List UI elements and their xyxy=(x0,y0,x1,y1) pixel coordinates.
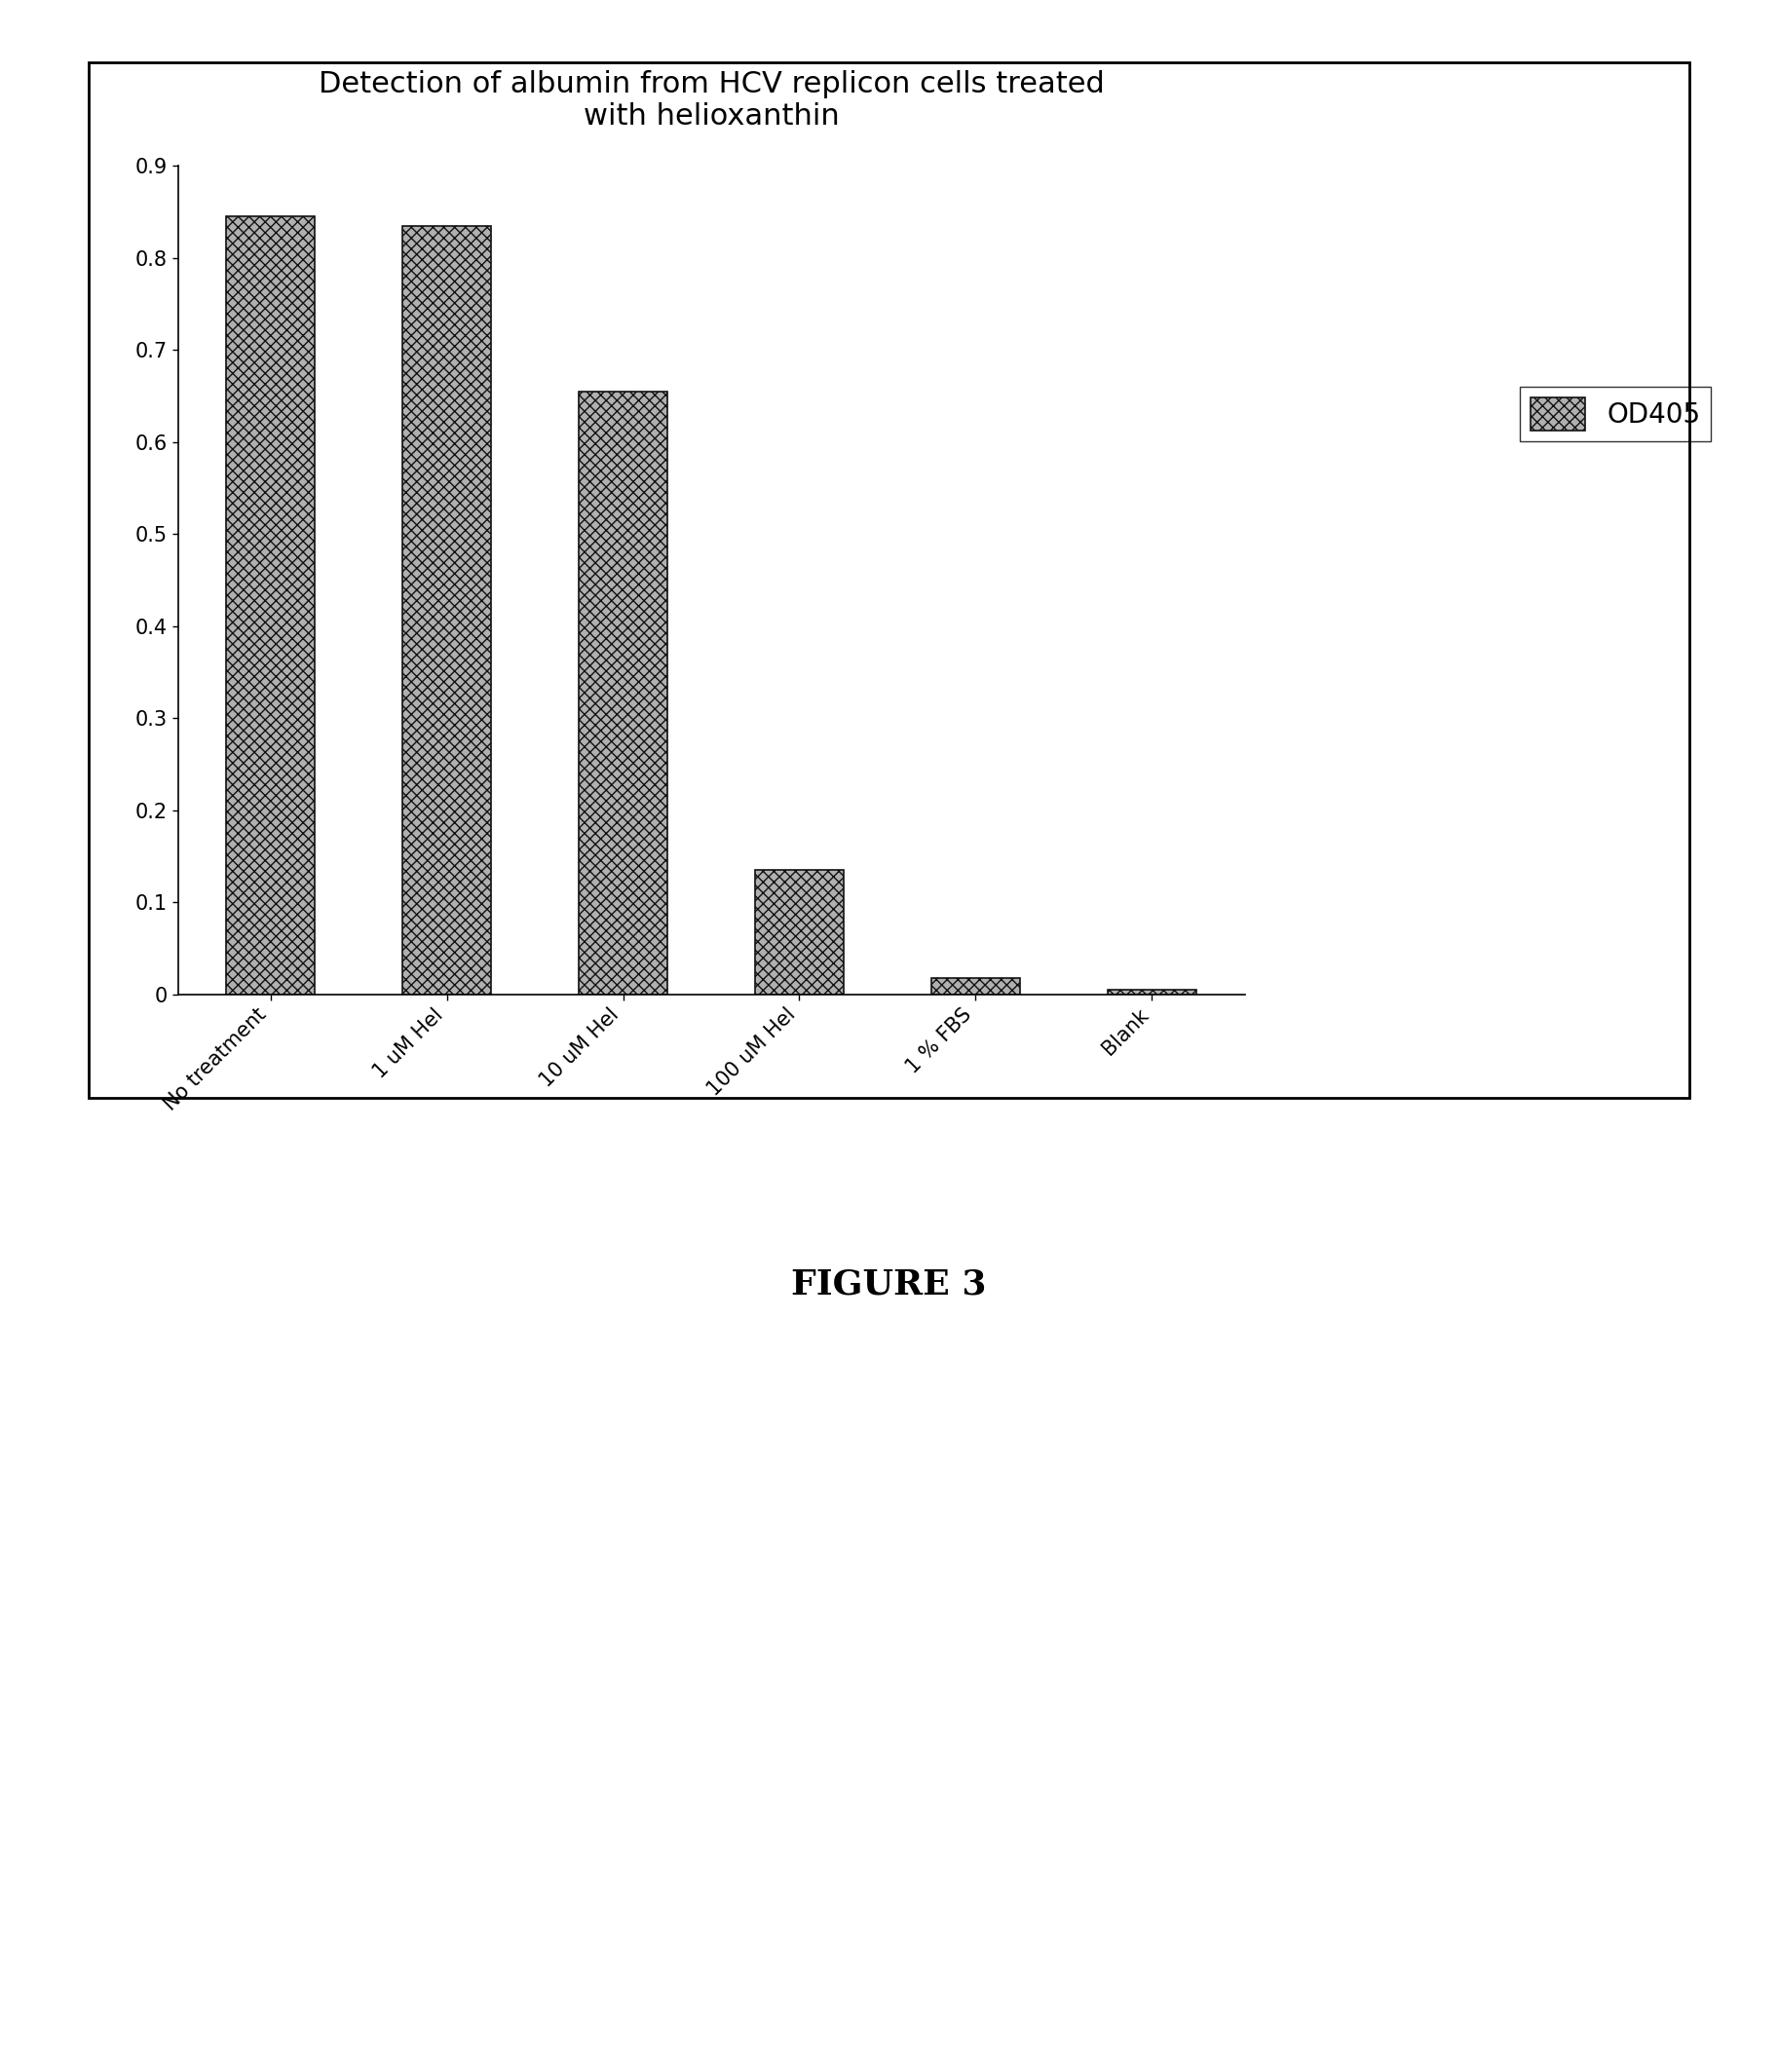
Bar xyxy=(402,226,491,995)
Bar xyxy=(1108,990,1197,995)
Bar xyxy=(932,978,1021,995)
Bar xyxy=(580,392,667,995)
Bar xyxy=(756,870,843,995)
Bar xyxy=(226,215,315,995)
Text: FIGURE 3: FIGURE 3 xyxy=(791,1268,987,1301)
Title: Detection of albumin from HCV replicon cells treated
with helioxanthin: Detection of albumin from HCV replicon c… xyxy=(318,70,1104,131)
Legend: OD405: OD405 xyxy=(1520,387,1710,441)
